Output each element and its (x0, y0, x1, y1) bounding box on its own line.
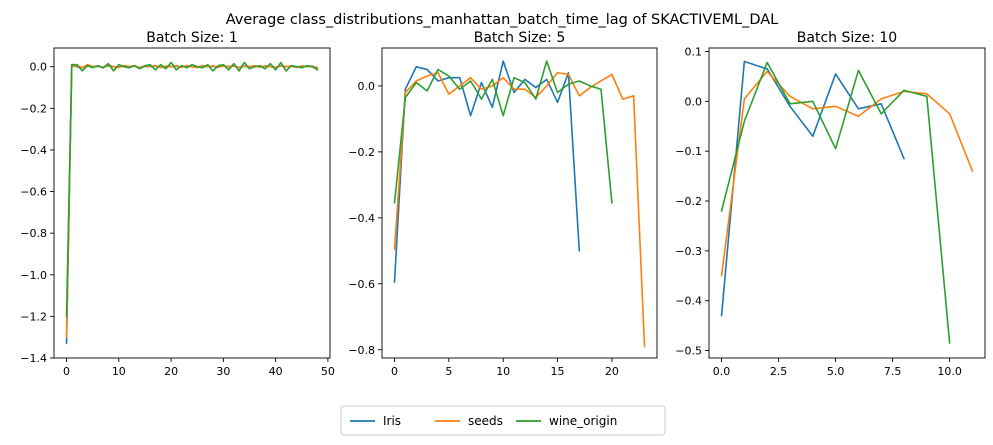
x-tick-label: 10.0 (937, 365, 962, 378)
x-tick-label: 5 (445, 365, 452, 378)
x-tick-label: 30 (216, 365, 230, 378)
chart-title: Average class_distributions_manhattan_ba… (226, 12, 779, 28)
x-tick-label: 0.0 (713, 365, 731, 378)
legend: Iris seeds wine_origin (340, 405, 666, 436)
y-tick-label: −0.4 (675, 295, 702, 308)
y-tick-label: −0.2 (348, 146, 375, 159)
y-tick-label: −0.4 (348, 212, 375, 225)
x-tick-label: 15 (551, 365, 565, 378)
y-tick-label: 0.0 (685, 95, 703, 108)
legend-box (340, 405, 666, 436)
y-tick-label: 0.0 (30, 61, 48, 74)
y-tick-label: −0.2 (675, 195, 702, 208)
y-tick-label: −1.0 (20, 269, 47, 282)
series-line-iris (393, 60, 581, 283)
y-tick-label: −0.2 (20, 102, 47, 115)
x-tick-label: 7.5 (884, 365, 902, 378)
series-line-wine-origin (65, 61, 319, 318)
subplot-title: Batch Size: 10 (797, 30, 897, 46)
x-tick-label: 0 (63, 365, 70, 378)
x-tick-label: 5.0 (827, 365, 845, 378)
subplot-1: Batch Size: 1 0 10 20 30 40 50 −1.4 −1.2 −1.0 −0.8… (20, 30, 335, 378)
y-tick-label: 0.1 (685, 45, 703, 58)
x-tick-label: 0 (391, 365, 398, 378)
y-tick-label: −1.4 (20, 352, 47, 365)
subplot-3: Batch Size: 10 0.0 2.5 5.0 7.5 10.0 −0.5 −0.4 −0… (675, 30, 986, 378)
x-tick-label: 10 (496, 365, 510, 378)
subplot-title: Batch Size: 5 (474, 30, 566, 46)
series-line-iris (65, 63, 319, 345)
y-tick-label: −0.5 (675, 345, 702, 358)
y-tick-label: −0.6 (20, 186, 47, 199)
plot-area-frame (53, 47, 331, 359)
x-tick-label: 20 (605, 365, 619, 378)
series-line-seeds (720, 70, 974, 277)
y-tick-label: −0.1 (675, 145, 702, 158)
subplot-2: Batch Size: 5 0 5 10 15 20 −0.8 −0.6 −0.4 −0.2 0.0 (348, 30, 658, 378)
subplots: Batch Size: 10 10 20 30 40 50−1.4−1.2−1.0−0.8… (20, 30, 986, 378)
y-tick-label: 0.0 (358, 80, 376, 93)
series-line-seeds (393, 71, 646, 348)
x-tick-label: 20 (164, 365, 178, 378)
x-tick-label: 50 (321, 365, 335, 378)
series-line-wine-origin (720, 61, 951, 344)
y-tick-label: −0.8 (348, 344, 375, 357)
y-tick-label: −0.8 (20, 227, 47, 240)
series-line-wine-origin (393, 60, 613, 204)
series-line-iris (720, 60, 905, 317)
plot-area-frame (381, 47, 658, 359)
x-tick-label: 2.5 (770, 365, 788, 378)
series-line-seeds (65, 63, 319, 338)
x-tick-label: 40 (269, 365, 283, 378)
plot-area-frame (708, 47, 986, 359)
x-tick-label: 10 (112, 365, 126, 378)
y-tick-label: −0.4 (20, 144, 47, 157)
legend-label-seeds: seeds (468, 414, 503, 428)
y-tick-label: −0.3 (675, 245, 702, 258)
legend-label-wine-origin: wine_origin (549, 414, 617, 428)
subplot-title: Batch Size: 1 (146, 30, 238, 46)
legend-label-iris: Iris (383, 414, 401, 428)
y-tick-label: −1.2 (20, 310, 47, 323)
y-tick-label: −0.6 (348, 278, 375, 291)
